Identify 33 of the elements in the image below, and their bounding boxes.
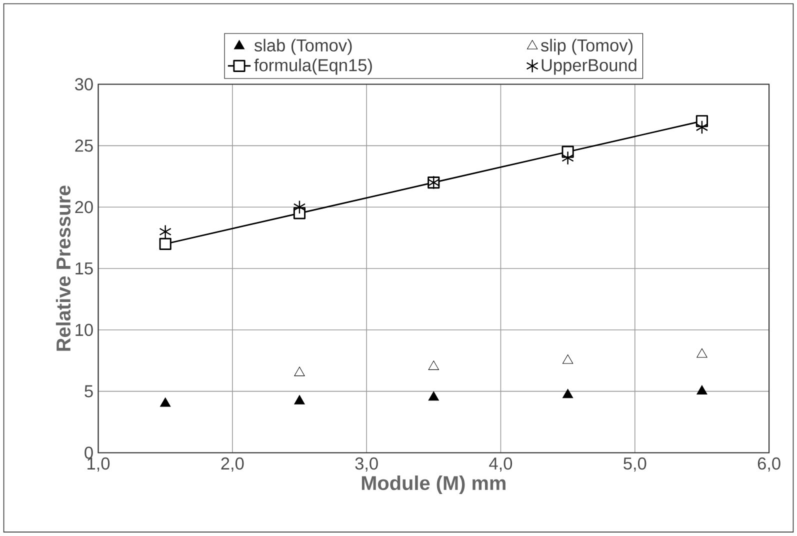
point <box>696 385 708 395</box>
legend-label: slip (Tomov) <box>540 38 632 55</box>
point <box>293 200 306 214</box>
point <box>562 151 574 165</box>
y-tick-label: 25 <box>75 140 93 152</box>
x-tick-label: 6,0 <box>758 457 780 472</box>
point <box>160 398 171 407</box>
y-tick-label: 0 <box>84 446 93 459</box>
point <box>294 395 305 404</box>
point <box>696 120 708 134</box>
y-tick-label: 30 <box>75 78 93 90</box>
point <box>294 366 305 376</box>
x-tick-label: 3,0 <box>355 457 378 472</box>
y-tick-label: 10 <box>76 324 93 336</box>
x-tick-label: 2,0 <box>221 457 244 472</box>
x-axis-title: Module (M) mm <box>362 476 506 494</box>
point <box>696 348 708 358</box>
x-tick-label: 5,0 <box>624 457 646 472</box>
point <box>562 388 574 398</box>
x-tick-label: 4,0 <box>489 457 512 472</box>
y-tick-label: 15 <box>76 262 93 275</box>
y-tick-label: 5 <box>84 385 93 398</box>
legend-label: slab (Tomov) <box>254 38 352 55</box>
point <box>562 354 574 364</box>
point <box>159 238 172 250</box>
legend-label: formula(Eqn15) <box>254 58 372 75</box>
y-tick-label: 20 <box>75 201 93 214</box>
legend-label: UpperBound <box>542 58 636 75</box>
point <box>159 224 172 239</box>
x-tick-label: 1,0 <box>88 457 110 472</box>
y-axis-title: Relative Pressure <box>56 186 71 351</box>
point <box>428 391 439 401</box>
point <box>428 360 439 370</box>
